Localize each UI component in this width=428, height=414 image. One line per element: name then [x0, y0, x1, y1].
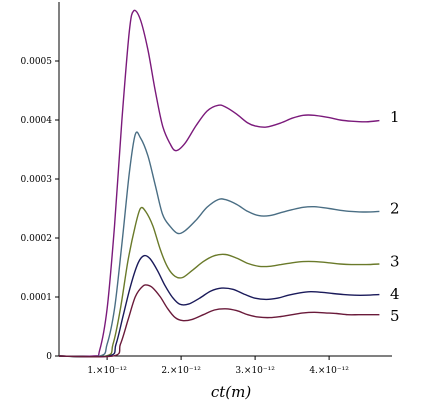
series-lines — [58, 9, 380, 358]
x-tick-label: 2.×10⁻¹² — [161, 366, 201, 376]
y-tick-label: 0.0002 — [21, 234, 53, 244]
y-tick-label: 0.0003 — [21, 175, 53, 185]
y-tick-label: 0.0004 — [21, 116, 53, 126]
y-axis-ticks: 0 0.0001 0.0002 0.0003 0.0004 0.0005 — [21, 57, 59, 362]
series-line-4 — [58, 254, 380, 358]
x-tick-label: 1.×10⁻¹² — [87, 366, 127, 376]
series-line-2 — [58, 131, 380, 358]
curve-label-2: 2 — [390, 200, 400, 218]
x-tick-label: 4.×10⁻¹² — [309, 366, 349, 376]
curve-labels: 1 2 3 4 5 — [390, 108, 400, 325]
series-line-1 — [58, 9, 380, 358]
curve-label-4: 4 — [390, 285, 400, 303]
curve-label-5: 5 — [390, 307, 400, 325]
x-axis-title: ct(m) — [211, 383, 252, 401]
series-line-3 — [58, 206, 380, 358]
x-tick-label: 3.×10⁻¹² — [235, 366, 275, 376]
series-line-5 — [58, 284, 380, 358]
y-tick-label: 0 — [46, 352, 52, 362]
curve-label-1: 1 — [390, 108, 400, 126]
curve-label-3: 3 — [390, 253, 400, 271]
x-axis-ticks: 1.×10⁻¹² 2.×10⁻¹² 3.×10⁻¹² 4.×10⁻¹² — [87, 356, 349, 376]
y-tick-label: 0.0005 — [21, 57, 53, 67]
y-tick-label: 0.0001 — [21, 293, 53, 303]
